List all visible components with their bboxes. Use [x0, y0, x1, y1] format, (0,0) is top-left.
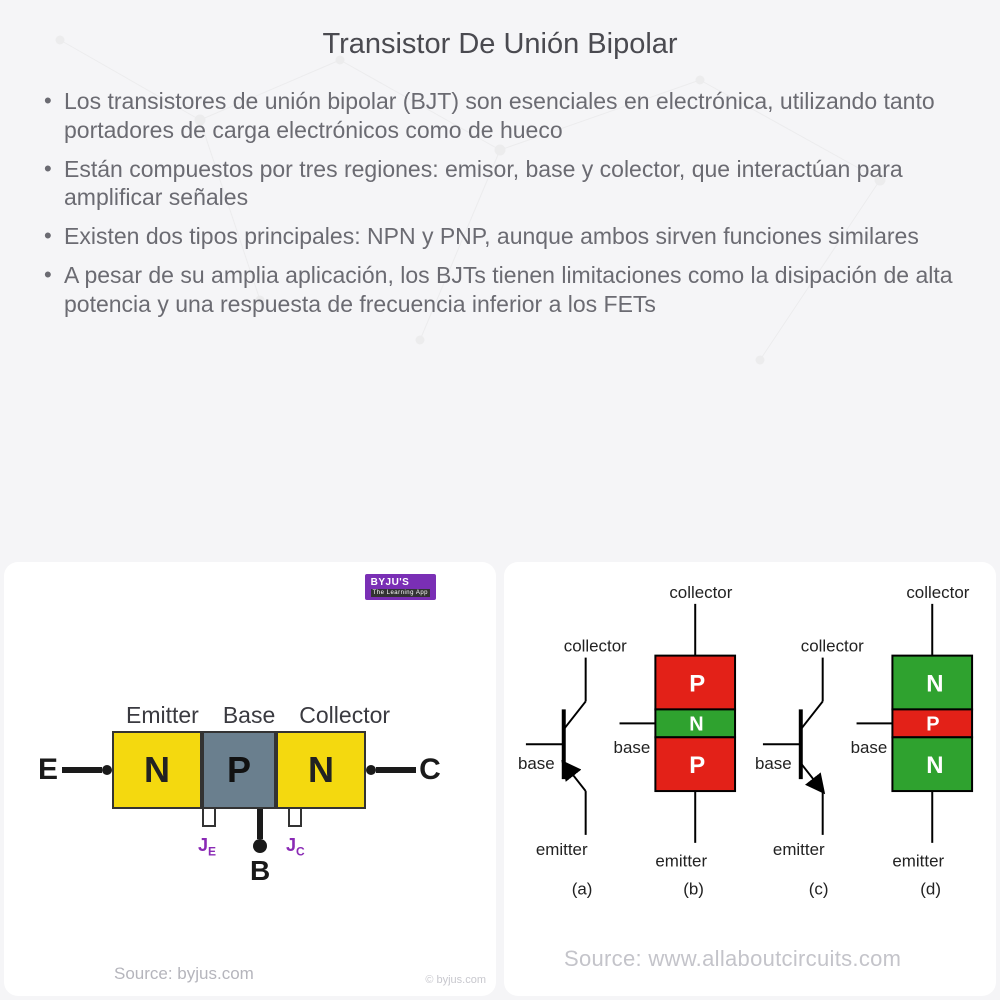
label-emitter: Emitter [126, 702, 199, 729]
junction-c-label: JC [286, 835, 305, 859]
bullet-item: Los transistores de unión bipolar (BJT) … [38, 87, 962, 145]
label-emitter: emitter [773, 840, 825, 859]
lead-c-line [376, 767, 416, 773]
label-collector: collector [669, 583, 732, 602]
label-emitter: emitter [536, 840, 588, 859]
label-base: Base [223, 702, 275, 729]
lead-e-line [62, 767, 102, 773]
n-region-right: N [276, 731, 366, 809]
byjus-subtext: The Learning App [371, 589, 430, 597]
n-region-left: N [112, 731, 202, 809]
source-text-b: Source: www.allaboutcircuits.com [564, 946, 901, 972]
symbol-a-pnp: collector base emitter (a) [518, 637, 627, 899]
stack-d-npn: collector N P base N emitter (d) [851, 583, 973, 899]
npn-diagram: Emitter Base Collector E N P N C JE [34, 702, 464, 889]
p-top: P [689, 670, 705, 697]
byjus-text: BYJU'S [371, 577, 410, 588]
lead-b-line [257, 809, 263, 839]
symbol-c-npn: collector base emitter (c) [755, 637, 864, 899]
label-a: (a) [572, 880, 593, 899]
n-top: N [926, 670, 943, 697]
lead-b: B [250, 809, 270, 887]
label-emitter: emitter [892, 852, 944, 871]
je-sub: E [208, 845, 216, 859]
label-collector: Collector [299, 702, 390, 729]
lead-e-dot-icon [102, 731, 112, 809]
label-b: (b) [683, 880, 704, 899]
je-j: J [198, 835, 208, 855]
diagram-panels: BYJU'S The Learning App Emitter Base Col… [0, 562, 1000, 1000]
stack-b-pnp: collector P N base P emitter (b) [614, 583, 736, 899]
p-bot: P [689, 752, 705, 779]
panel-npn-block: BYJU'S The Learning App Emitter Base Col… [4, 562, 496, 996]
junction-e-tick [202, 809, 216, 827]
lead-c-label: C [416, 753, 444, 787]
label-base: base [518, 754, 555, 773]
page-title: Transistor De Unión Bipolar [38, 28, 962, 61]
n-mid: N [689, 713, 703, 735]
p-mid: P [926, 713, 939, 735]
n-bot: N [926, 752, 943, 779]
label-base: base [755, 754, 792, 773]
label-d: (d) [920, 880, 941, 899]
region-labels: Emitter Base Collector [126, 702, 464, 729]
symbols-svg: collector base emitter (a) collector P [504, 562, 996, 996]
source-text-a: Source: byjus.com [114, 964, 254, 984]
label-base: base [614, 738, 651, 757]
junction-c-tick [288, 809, 302, 827]
lead-b-label: B [250, 855, 270, 887]
label-collector: collector [906, 583, 969, 602]
bullet-item: A pesar de su amplia aplicación, los BJT… [38, 261, 962, 319]
jc-sub: C [296, 845, 305, 859]
p-region: P [202, 731, 276, 809]
panel-symbols: collector base emitter (a) collector P [504, 562, 996, 996]
text-content: Transistor De Unión Bipolar Los transist… [0, 0, 1000, 318]
jc-j: J [286, 835, 296, 855]
copyright-a: © byjus.com [425, 974, 486, 986]
label-collector: collector [801, 637, 864, 656]
junction-e-label: JE [198, 835, 216, 859]
lead-e-label: E [34, 753, 62, 787]
npn-bottom: JE B JC [128, 809, 464, 889]
byjus-badge: BYJU'S The Learning App [365, 574, 436, 600]
npn-row: E N P N C [34, 731, 464, 809]
bullet-item: Existen dos tipos principales: NPN y PNP… [38, 222, 962, 251]
label-collector: collector [564, 637, 627, 656]
lead-b-dot-icon [253, 839, 267, 853]
bullet-list: Los transistores de unión bipolar (BJT) … [38, 87, 962, 318]
bullet-item: Están compuestos por tres regiones: emis… [38, 155, 962, 213]
label-base: base [851, 738, 888, 757]
lead-c-dot-icon [366, 731, 376, 809]
label-c: (c) [809, 880, 829, 899]
label-emitter: emitter [655, 852, 707, 871]
